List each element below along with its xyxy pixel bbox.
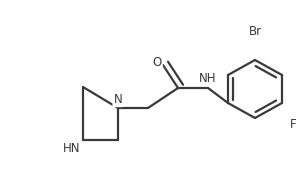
Text: NH: NH: [199, 72, 217, 85]
Text: N: N: [113, 93, 123, 106]
Text: Br: Br: [248, 25, 262, 38]
Text: F: F: [290, 118, 296, 131]
Text: HN: HN: [63, 142, 80, 155]
Text: O: O: [152, 55, 162, 69]
